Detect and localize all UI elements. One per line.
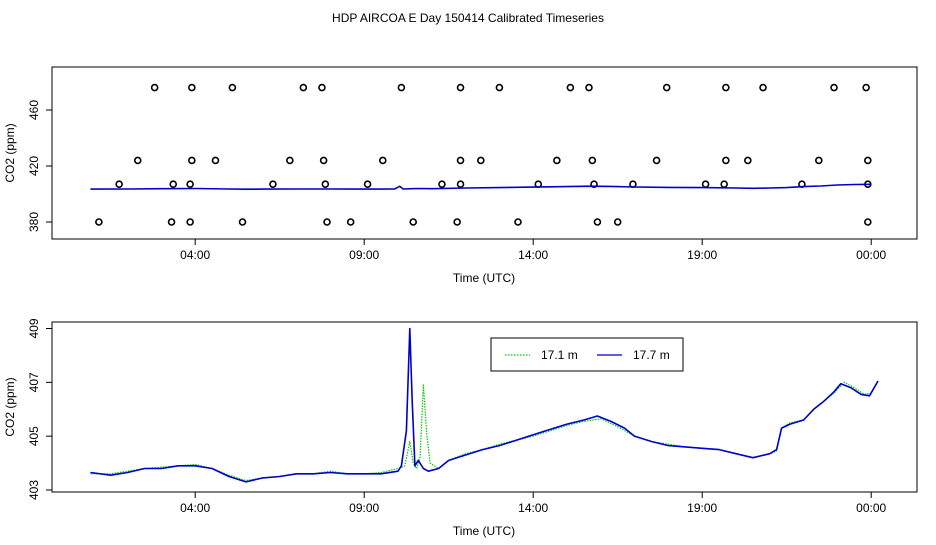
top-x-tick-label: 19:00 (687, 248, 717, 262)
top-data-point (95, 218, 103, 226)
top-data-point (286, 156, 294, 165)
top-data-point (115, 180, 123, 188)
top-data-point (319, 156, 328, 165)
top-data-point (662, 83, 671, 92)
top-data-point (150, 83, 159, 92)
bottom-y-tick-label: 403 (27, 480, 41, 500)
top-data-point (188, 83, 196, 92)
top-data-point (456, 180, 465, 188)
top-y-tick-label: 380 (27, 212, 41, 232)
top-data-point (864, 156, 872, 165)
top-data-point (346, 218, 355, 226)
bottom-series-line-1 (90, 327, 879, 483)
top-data-point (378, 156, 387, 165)
bottom-x-tick-label: 14:00 (518, 501, 548, 515)
top-data-point (269, 180, 277, 188)
bottom-plot-frame (51, 321, 918, 493)
top-data-point (299, 83, 308, 92)
top-data-point (363, 180, 372, 188)
bottom-y-tick-label: 407 (27, 372, 41, 392)
top-y-tick-label: 420 (27, 156, 41, 176)
bottom-y-tick-label: 405 (27, 426, 41, 446)
top-x-tick-label: 00:00 (856, 248, 886, 262)
top-data-point (495, 83, 504, 92)
bottom-x-axis-label: Time (UTC) (453, 524, 515, 538)
top-data-point (590, 180, 598, 188)
top-data-point (652, 156, 661, 165)
chart-title: HDP AIRCOA E Day 150414 Calibrated Times… (332, 11, 604, 25)
top-data-point (133, 156, 142, 165)
top-data-point (613, 218, 622, 226)
top-data-point (186, 218, 194, 226)
top-data-point (815, 156, 823, 165)
top-data-point (409, 218, 418, 226)
bottom-x-tick-label: 09:00 (349, 501, 379, 515)
top-data-point (477, 156, 485, 165)
top-x-tick-label: 09:00 (349, 248, 379, 262)
top-data-point (318, 83, 326, 92)
top-data-point (566, 83, 575, 92)
top-data-point (720, 180, 728, 188)
top-data-point (514, 218, 522, 226)
bottom-y-tick-label: 409 (27, 318, 41, 338)
top-y-tick-label: 460 (27, 100, 41, 120)
top-data-point (722, 156, 730, 165)
top-data-point (830, 83, 838, 92)
top-plot-frame (51, 66, 918, 240)
bottom-x-tick-label: 04:00 (180, 501, 210, 515)
top-data-point (169, 180, 178, 188)
top-data-point (593, 218, 602, 226)
top-data-point (228, 83, 237, 92)
top-data-point (864, 218, 872, 226)
top-data-point (397, 83, 406, 92)
bottom-y-axis-label: CO2 (ppm) (3, 377, 17, 436)
top-x-tick-label: 14:00 (518, 248, 548, 262)
top-data-point (759, 83, 767, 92)
bottom-x-tick-label: 19:00 (687, 501, 717, 515)
top-x-tick-label: 04:00 (180, 248, 210, 262)
top-series-line-1 (90, 183, 872, 190)
legend: 17.1 m 17.7 m (490, 337, 684, 372)
top-x-axis-label: Time (UTC) (453, 271, 515, 285)
top-data-point (167, 218, 176, 226)
top-data-point (211, 156, 220, 165)
top-data-point (553, 156, 561, 165)
bottom-series-line-0 (90, 380, 879, 482)
top-data-point (438, 180, 446, 188)
top-data-point (585, 83, 593, 92)
top-data-point (323, 218, 331, 226)
top-data-point (588, 156, 597, 165)
top-data-point (321, 180, 330, 188)
top-data-point (238, 218, 247, 226)
top-data-point (701, 180, 710, 188)
legend-label-17-7m: 17.7 m (633, 348, 670, 362)
top-data-point (188, 156, 196, 165)
top-data-point (744, 156, 752, 165)
legend-label-17-1m: 17.1 m (541, 348, 578, 362)
bottom-x-tick-label: 00:00 (856, 501, 886, 515)
top-data-point (862, 83, 870, 92)
top-y-axis-label: CO2 (ppm) (3, 123, 17, 182)
top-data-point (722, 83, 730, 92)
top-data-point (186, 180, 194, 188)
top-data-point (456, 156, 465, 165)
top-data-point (453, 218, 461, 226)
top-data-point (456, 83, 465, 92)
